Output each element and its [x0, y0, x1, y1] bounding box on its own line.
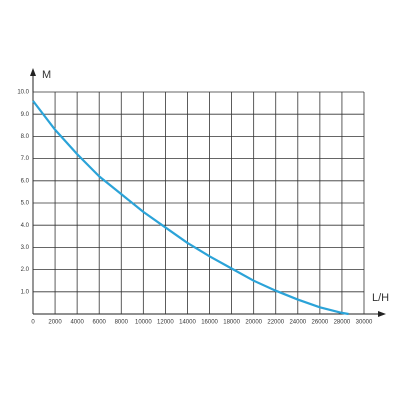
x-tick-label: 26000 — [312, 320, 329, 326]
data-line — [32, 100, 349, 316]
y-tick-label: 2.0 — [21, 267, 30, 273]
y-tick-label: 7.0 — [21, 156, 30, 162]
y-tick-label: 10.0 — [17, 90, 29, 96]
y-axis-label: M — [42, 69, 51, 81]
x-tick-label: 16000 — [201, 320, 218, 326]
x-tick-label: 30000 — [356, 320, 373, 326]
x-tick-label: 28000 — [334, 320, 351, 326]
y-axis-arrow — [30, 68, 36, 76]
x-tick-label: 18000 — [223, 320, 240, 326]
x-tick-label: 6000 — [93, 320, 107, 326]
x-tick-label: 4000 — [70, 320, 84, 326]
y-tick-label: 6.0 — [21, 178, 30, 184]
y-tick-label: 9.0 — [21, 112, 30, 118]
y-tick-label: 1.0 — [21, 289, 30, 295]
y-tick-label: 8.0 — [21, 134, 30, 140]
x-tick-label: 14000 — [179, 320, 196, 326]
y-tick-label: 5.0 — [21, 201, 30, 207]
x-axis-arrow — [378, 311, 386, 317]
x-tick-label: 2000 — [48, 320, 62, 326]
x-axis-label: L/H — [372, 292, 389, 304]
y-tick-label: 4.0 — [21, 223, 30, 229]
x-tick-label: 24000 — [289, 320, 306, 326]
y-tick-label: 3.0 — [21, 245, 30, 251]
x-tick-label: 22000 — [267, 320, 284, 326]
x-tick-label: 0 — [31, 320, 35, 326]
x-tick-label: 12000 — [157, 320, 174, 326]
x-tick-label: 8000 — [115, 320, 129, 326]
x-tick-label: 20000 — [245, 320, 262, 326]
x-tick-label: 10000 — [135, 320, 152, 326]
